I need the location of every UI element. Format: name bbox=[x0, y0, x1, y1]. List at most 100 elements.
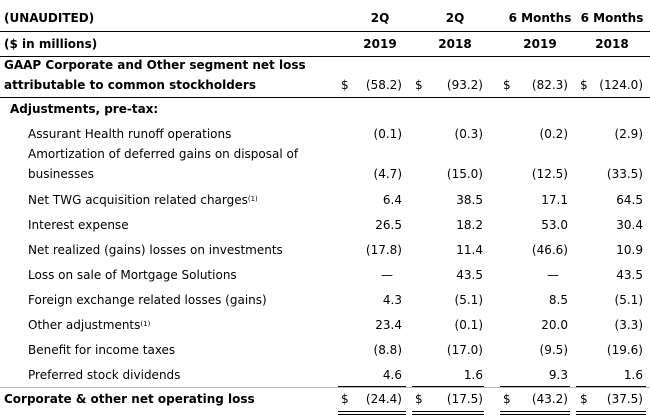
footnote-marker: (1) bbox=[140, 320, 151, 328]
row-label: Net realized (gains) losses on investmen… bbox=[28, 243, 283, 257]
unaudited-label: (UNAUDITED) bbox=[4, 11, 95, 25]
row-value-col4: 43.5 bbox=[616, 268, 643, 282]
subtotal-rule bbox=[500, 386, 570, 387]
row-value-col3: 20.0 bbox=[541, 318, 568, 332]
header-row-2: ($ in millions) 2019 2018 2019 2018 bbox=[0, 34, 650, 54]
row-label: Net TWG acquisition related charges bbox=[28, 193, 248, 207]
header-row-1: (UNAUDITED) 2Q 2Q 6 Months 6 Months bbox=[0, 8, 650, 28]
col1-year-header: 2019 bbox=[363, 37, 397, 51]
double-underline bbox=[338, 411, 406, 412]
table-row: Preferred stock dividends 4.6 1.6 9.3 1.… bbox=[0, 365, 650, 385]
table-row: Other adjustments(1) 23.4 (0.1) 20.0 (3.… bbox=[0, 315, 650, 335]
row-value-col4: (19.6) bbox=[606, 343, 643, 357]
units-label: ($ in millions) bbox=[4, 37, 98, 51]
row-value-col2: 18.2 bbox=[456, 218, 483, 232]
total-label: Corporate & other net operating loss bbox=[4, 392, 255, 406]
double-underline bbox=[500, 411, 570, 412]
currency-symbol: $ bbox=[415, 78, 423, 92]
row-value-col2: (15.0) bbox=[446, 167, 483, 181]
currency-symbol: $ bbox=[341, 78, 349, 92]
table-row: Benefit for income taxes (8.8) (17.0) (9… bbox=[0, 340, 650, 360]
gaap-label-line2: attributable to common stockholders bbox=[4, 78, 256, 92]
row-label: Assurant Health runoff operations bbox=[28, 127, 232, 141]
col3-year-header: 2019 bbox=[523, 37, 557, 51]
double-underline bbox=[576, 411, 646, 412]
table-row: Interest expense 26.5 18.2 53.0 30.4 bbox=[0, 215, 650, 235]
total-value-col4: (37.5) bbox=[606, 392, 643, 406]
row-value-col1: — bbox=[381, 268, 393, 282]
subtotal-rule bbox=[338, 386, 406, 387]
row-value-col2: (0.1) bbox=[454, 318, 483, 332]
row-label: Preferred stock dividends bbox=[28, 368, 181, 382]
col4-period-header: 6 Months bbox=[580, 11, 644, 25]
total-divider bbox=[0, 387, 650, 388]
table-row: businesses (4.7) (15.0) (12.5) (33.5) bbox=[0, 164, 650, 184]
row-value-col4: 64.5 bbox=[616, 193, 643, 207]
currency-symbol: $ bbox=[503, 392, 511, 406]
gaap-row: attributable to common stockholders $ (5… bbox=[0, 75, 650, 95]
row-value-col4: (3.3) bbox=[614, 318, 643, 332]
currency-symbol: $ bbox=[415, 392, 423, 406]
row-value-col2: 38.5 bbox=[456, 193, 483, 207]
col2-year-header: 2018 bbox=[438, 37, 472, 51]
currency-symbol: $ bbox=[580, 392, 588, 406]
row-label: businesses bbox=[28, 167, 94, 181]
row-value-col3: (9.5) bbox=[539, 343, 568, 357]
row-value-col1: 23.4 bbox=[375, 318, 402, 332]
gaap-divider bbox=[0, 97, 650, 98]
adjustments-heading-row: Adjustments, pre-tax: bbox=[0, 99, 650, 119]
row-label: Foreign exchange related losses (gains) bbox=[28, 293, 267, 307]
gaap-label-line1: GAAP Corporate and Other segment net los… bbox=[4, 58, 306, 72]
double-underline bbox=[412, 411, 484, 412]
row-value-col3: 8.5 bbox=[548, 293, 568, 307]
gaap-row-line1: GAAP Corporate and Other segment net los… bbox=[0, 56, 650, 74]
row-value-col2: (0.3) bbox=[454, 127, 483, 141]
currency-symbol: $ bbox=[503, 78, 511, 92]
currency-symbol: $ bbox=[580, 78, 588, 92]
row-value-col4: (5.1) bbox=[614, 293, 643, 307]
row-value-col3: 17.1 bbox=[541, 193, 568, 207]
table-row: Foreign exchange related losses (gains) … bbox=[0, 290, 650, 310]
row-value-col4: (2.9) bbox=[614, 127, 643, 141]
row-value-col1: (0.1) bbox=[373, 127, 402, 141]
col2-period-header: 2Q bbox=[445, 11, 465, 25]
row-label: Interest expense bbox=[28, 218, 129, 232]
row-value-col4: (33.5) bbox=[606, 167, 643, 181]
row-value-col3: 53.0 bbox=[541, 218, 568, 232]
double-underline bbox=[500, 414, 570, 415]
row-value-col2: 43.5 bbox=[456, 268, 483, 282]
subtotal-rule bbox=[576, 386, 646, 387]
row-value-col3: (12.5) bbox=[531, 167, 568, 181]
row-value-col4: 1.6 bbox=[623, 368, 643, 382]
footnote-marker: (1) bbox=[247, 195, 258, 203]
gaap-value-col2: (93.2) bbox=[446, 78, 483, 92]
row-value-col1: 6.4 bbox=[382, 193, 402, 207]
row-value-col4: 30.4 bbox=[616, 218, 643, 232]
row-value-col2: 1.6 bbox=[463, 368, 483, 382]
row-label: Loss on sale of Mortgage Solutions bbox=[28, 268, 237, 282]
col1-period-header: 2Q bbox=[370, 11, 390, 25]
total-value-col1: (24.4) bbox=[365, 392, 402, 406]
row-value-col1: 4.3 bbox=[382, 293, 402, 307]
gaap-value-col4: (124.0) bbox=[599, 78, 643, 92]
row-value-col1: (17.8) bbox=[365, 243, 402, 257]
table-row: Net TWG acquisition related charges(1) 6… bbox=[0, 190, 650, 210]
table-row: Assurant Health runoff operations (0.1) … bbox=[0, 124, 650, 144]
row-label: Benefit for income taxes bbox=[28, 343, 176, 357]
row-value-col3: 9.3 bbox=[548, 368, 568, 382]
row-value-col1: (8.8) bbox=[373, 343, 402, 357]
total-row: Corporate & other net operating loss $ (… bbox=[0, 389, 650, 409]
col4-year-header: 2018 bbox=[595, 37, 629, 51]
row-label-wrap: Net TWG acquisition related charges(1) bbox=[28, 193, 258, 207]
row-value-col3: (46.6) bbox=[531, 243, 568, 257]
double-underline bbox=[576, 414, 646, 415]
gaap-value-col3: (82.3) bbox=[531, 78, 568, 92]
table-row: Loss on sale of Mortgage Solutions — 43.… bbox=[0, 265, 650, 285]
total-value-col2: (17.5) bbox=[446, 392, 483, 406]
row-label-line1: Amortization of deferred gains on dispos… bbox=[28, 147, 299, 161]
subtotal-rule bbox=[412, 386, 484, 387]
row-value-col3: (0.2) bbox=[539, 127, 568, 141]
row-label-wrap: Other adjustments(1) bbox=[28, 318, 150, 332]
row-label: Other adjustments bbox=[28, 318, 141, 332]
